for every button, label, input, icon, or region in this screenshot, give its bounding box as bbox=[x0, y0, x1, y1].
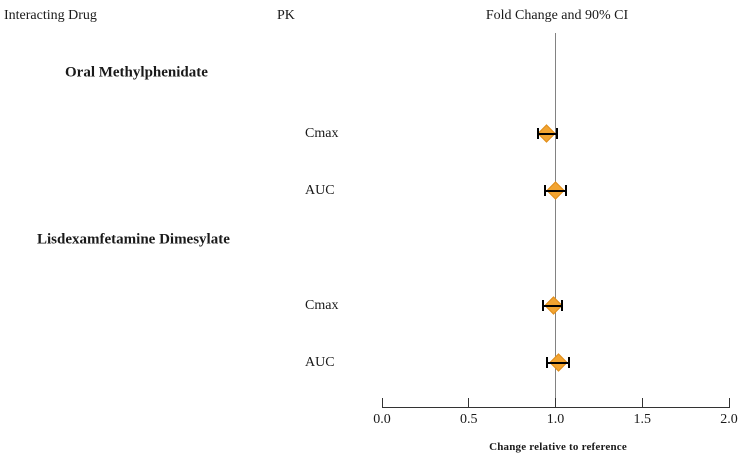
x-axis-tick-label: 1.0 bbox=[546, 412, 565, 427]
x-axis-tick bbox=[555, 398, 556, 407]
ci-cap bbox=[561, 300, 564, 311]
ci-cap bbox=[545, 357, 548, 368]
column-header-fold-change: Fold Change and 90% CI bbox=[485, 8, 629, 23]
ci-cap bbox=[564, 185, 567, 196]
x-axis-tick bbox=[468, 398, 470, 407]
ci-bar bbox=[543, 304, 563, 307]
ci-cap bbox=[542, 300, 545, 311]
x-axis-tick-label: 2.0 bbox=[720, 412, 738, 427]
ci-bar bbox=[546, 361, 570, 364]
pk-label: AUC bbox=[305, 182, 335, 198]
group-label: Oral Methylphenidate bbox=[65, 64, 208, 81]
x-axis-tick bbox=[641, 398, 643, 407]
x-axis-tick bbox=[381, 398, 383, 407]
x-axis-tick bbox=[728, 398, 730, 407]
ci-cap bbox=[544, 185, 547, 196]
reference-line bbox=[555, 33, 556, 407]
ci-cap bbox=[568, 357, 571, 368]
group-label: Lisdexamfetamine Dimesylate bbox=[37, 231, 230, 248]
column-header-interacting-drug: Interacting Drug bbox=[4, 8, 97, 23]
x-axis-tick-label: 0.5 bbox=[460, 412, 478, 427]
x-axis-tick-label: 0.0 bbox=[373, 412, 391, 427]
pk-label: AUC bbox=[305, 354, 335, 370]
ci-bar bbox=[545, 189, 566, 192]
x-axis-title: Change relative to reference bbox=[489, 441, 627, 453]
pk-label: Cmax bbox=[305, 125, 339, 141]
ci-cap bbox=[556, 128, 559, 139]
pk-label: Cmax bbox=[305, 297, 339, 313]
ci-cap bbox=[537, 128, 540, 139]
ci-bar bbox=[538, 132, 558, 135]
column-header-pk: PK bbox=[277, 8, 295, 23]
x-axis-tick-label: 1.5 bbox=[633, 412, 652, 427]
x-axis-line bbox=[382, 407, 730, 408]
